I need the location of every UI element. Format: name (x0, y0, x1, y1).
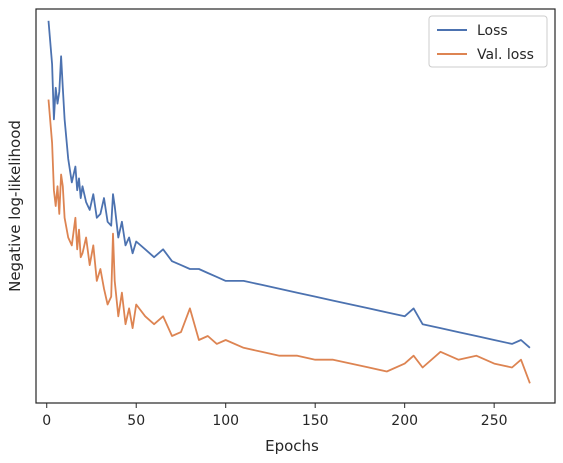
x-axis-label: Epochs (265, 437, 319, 455)
plot-area-frame (35, 8, 556, 404)
x-tick-label: 150 (302, 413, 329, 429)
x-tick-label: 100 (212, 413, 239, 429)
series-line-loss (47, 20, 531, 349)
series-line-val-loss (47, 99, 531, 384)
x-tick-label: 250 (481, 413, 508, 429)
legend-label-loss: Loss (477, 23, 508, 39)
x-tick-label: 200 (391, 413, 418, 429)
series-layer (47, 20, 531, 384)
legend: Loss Val. loss (428, 15, 548, 68)
legend-label-val-loss: Val. loss (477, 47, 534, 63)
x-tick-label: 0 (42, 413, 51, 429)
y-axis-label: Negative log-likelihood (6, 120, 24, 292)
x-tick-label: 50 (127, 413, 145, 429)
x-axis-ticks: 0 50 100 150 200 250 (42, 403, 508, 429)
